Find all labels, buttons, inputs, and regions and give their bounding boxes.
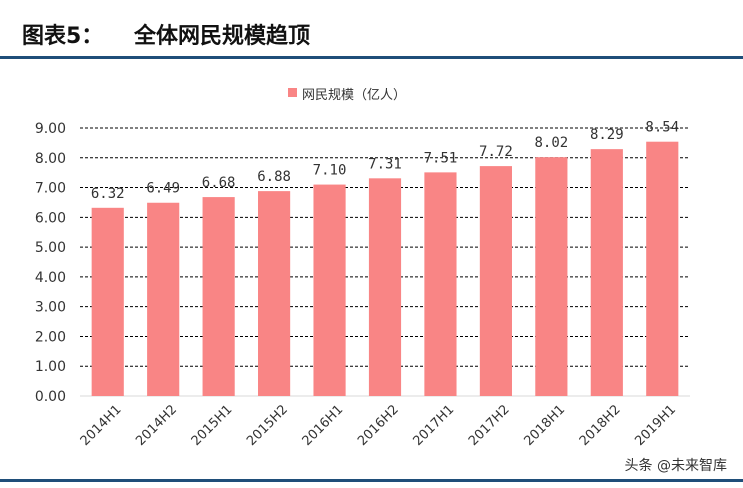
data-label: 8.54: [645, 120, 679, 136]
data-label: 6.32: [91, 186, 125, 202]
legend-label: 网民规模（亿人）: [302, 88, 407, 103]
data-label: 6.88: [257, 169, 291, 185]
data-label: 8.02: [535, 135, 569, 151]
y-tick-label: 2.00: [35, 329, 66, 345]
bar: [91, 207, 124, 396]
bar: [646, 141, 679, 396]
x-tick-label: 2014H1: [78, 402, 125, 449]
x-tick-label: 2016H2: [355, 402, 402, 449]
y-tick-label: 3.00: [35, 300, 66, 316]
y-tick-label: 9.00: [35, 121, 66, 137]
bar: [147, 202, 180, 396]
x-tick-label: 2018H1: [521, 402, 568, 449]
data-label: 6.68: [202, 175, 236, 191]
bar: [258, 191, 291, 396]
x-tick-label: 2017H1: [411, 402, 458, 449]
chart-title: 全体网民规模趋顶: [134, 24, 311, 49]
x-tick-label: 2016H1: [300, 402, 347, 449]
x-tick-label: 2015H2: [244, 402, 291, 449]
x-tick-label: 2015H1: [189, 402, 236, 449]
y-tick-label: 4.00: [35, 270, 66, 286]
y-tick-label: 1.00: [35, 359, 66, 375]
x-tick-label: 2017H2: [466, 402, 513, 449]
x-tick-label: 2018H2: [577, 402, 624, 449]
figure-header: 图表5： 全体网民规模趋顶: [22, 12, 722, 52]
data-label: 7.10: [313, 163, 347, 179]
bar: [313, 184, 346, 396]
header-divider: [0, 56, 743, 59]
bar: [535, 157, 568, 396]
x-tick-label: 2019H1: [632, 402, 679, 449]
data-label: 7.31: [368, 156, 402, 172]
data-label: 8.29: [590, 127, 624, 143]
y-tick-label: 8.00: [35, 151, 66, 167]
figure-label: 图表5：: [22, 24, 104, 49]
data-label: 6.49: [146, 181, 180, 197]
y-tick-label: 5.00: [35, 240, 66, 256]
data-label: 7.72: [479, 144, 513, 160]
watermark: 头条 @未来智库: [624, 458, 727, 474]
bar: [424, 172, 457, 396]
footer-divider: [0, 479, 743, 482]
bar: [368, 178, 402, 396]
y-tick-label: 0.00: [35, 389, 66, 405]
y-tick-label: 7.00: [35, 181, 66, 197]
y-tick-label: 6.00: [35, 210, 66, 226]
bar: [590, 149, 623, 396]
bar: [202, 197, 235, 396]
bar: [479, 166, 512, 396]
x-tick-label: 2014H2: [133, 402, 180, 449]
legend-swatch: [288, 88, 297, 97]
data-label: 7.51: [424, 150, 458, 166]
